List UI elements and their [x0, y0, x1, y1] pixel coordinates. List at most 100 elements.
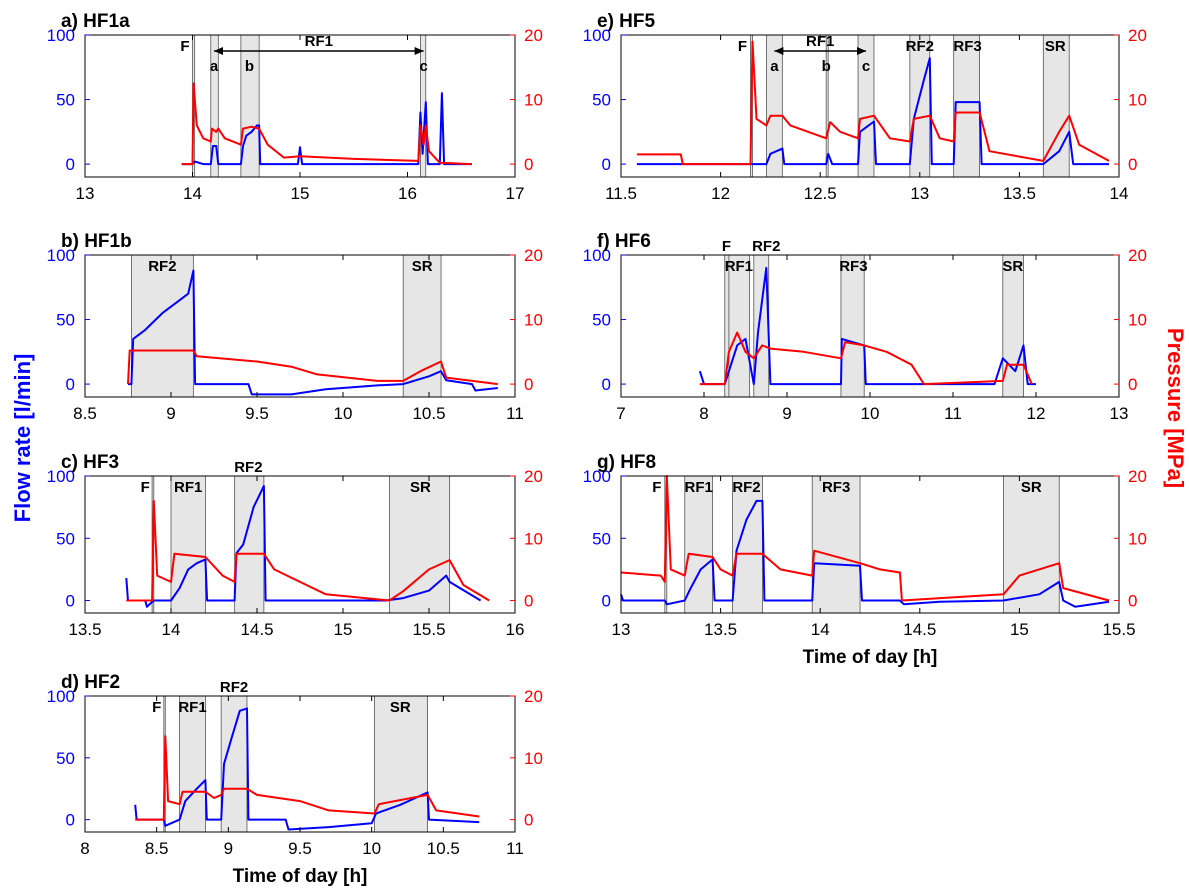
x-tick-label: 13.5	[1003, 184, 1036, 203]
interval-label: F	[738, 38, 747, 55]
y-left-tick-label: 0	[66, 375, 75, 394]
interval-label: RF2	[752, 238, 780, 255]
shaded-interval	[909, 34, 931, 178]
shaded-interval	[1003, 475, 1060, 614]
arrow-head-left	[774, 47, 784, 55]
x-tick-label: 13	[612, 620, 631, 639]
interval-label: SR	[1045, 38, 1066, 55]
x-tick-label: 7	[616, 404, 625, 423]
y-right-tick-label: 20	[524, 687, 543, 706]
shaded-interval	[131, 254, 194, 398]
span-arrow-label: RF1	[305, 33, 333, 50]
y-left-tick-label: 0	[66, 155, 75, 174]
axes-frame	[84, 254, 516, 398]
axes-frame	[620, 34, 1120, 178]
y-right-tick-label: 10	[524, 91, 543, 110]
x-tick-label: 13	[76, 184, 95, 203]
x-tick-label: 12	[711, 184, 730, 203]
pressure-line	[620, 475, 1110, 602]
x-axis-label: Time of day [h]	[233, 866, 368, 887]
interval-label: SR	[1002, 258, 1023, 275]
shaded-interval	[374, 695, 428, 833]
pressure-axis-title: Pressure [MPa]	[1163, 328, 1188, 488]
shaded-interval	[240, 34, 260, 178]
x-tick-label: 13.5	[68, 620, 101, 639]
shaded-interval	[179, 695, 206, 833]
panel-a: Fa b c RF1 13 14 15 16 17 0 50 100 0 10 20 a) HF1a	[47, 11, 543, 203]
panel-title: d) HF2	[61, 672, 120, 693]
interval-label: RF3	[822, 479, 850, 496]
x-tick-label: 14	[162, 620, 181, 639]
interval-label: RF2	[148, 258, 176, 275]
y-right-tick-label: 20	[524, 467, 543, 486]
interval-label: F	[141, 479, 150, 496]
x-tick-label: 12.5	[804, 184, 837, 203]
x-tick-label: 15	[334, 620, 353, 639]
y-left-tick-label: 0	[602, 592, 611, 611]
y-left-tick-label: 50	[56, 311, 75, 330]
x-tick-label: 11	[506, 404, 524, 423]
panel-title: f) HF6	[597, 231, 651, 252]
y-right-tick-label: 10	[524, 529, 543, 548]
x-tick-label: 14	[183, 184, 202, 203]
x-tick-label: 11.5	[605, 184, 637, 203]
y-right-tick-label: 0	[524, 375, 533, 394]
x-tick-label: 8	[699, 404, 708, 423]
y-left-tick-label: 100	[583, 26, 611, 45]
x-tick-label: 15	[1010, 620, 1029, 639]
x-tick-label: 11	[944, 404, 962, 423]
interval-label: F	[652, 479, 661, 496]
y-left-tick-label: 100	[583, 467, 611, 486]
axes-frame	[620, 475, 1120, 614]
interval-label: a	[770, 58, 779, 75]
y-right-tick-label: 10	[524, 311, 543, 330]
interval-label: RF3	[953, 38, 981, 55]
x-tick-label: 11	[506, 839, 524, 858]
pressure-line	[636, 40, 1110, 166]
span-arrow-label: RF1	[806, 33, 834, 50]
y-right-tick-label: 0	[1128, 592, 1137, 611]
interval-label: RF1	[685, 479, 713, 496]
x-tick-label: 9.5	[245, 404, 269, 423]
x-tick-label: 16	[506, 620, 525, 639]
flow-rate-line	[125, 485, 482, 608]
pressure-line	[135, 735, 480, 821]
y-left-tick-label: 50	[56, 91, 75, 110]
y-right-tick-label: 0	[1128, 155, 1137, 174]
y-right-tick-label: 10	[1128, 529, 1147, 548]
shaded-interval	[170, 475, 206, 614]
y-right-tick-label: 10	[1128, 311, 1147, 330]
interval-label: RF2	[220, 679, 248, 696]
interval-label: F	[722, 238, 731, 255]
y-right-tick-label: 10	[1128, 91, 1147, 110]
y-right-tick-label: 20	[524, 26, 543, 45]
panel-g: F RF1 RF2 RF3 SR 13 13.5 14 14.5 15 15.5 0 50 100 0 10 2…	[583, 452, 1147, 668]
flow-rate-line	[698, 266, 1036, 386]
interval-label: RF2	[732, 479, 760, 496]
x-tick-label: 13	[910, 184, 929, 203]
y-left-tick-label: 50	[592, 311, 611, 330]
y-right-tick-label: 20	[1128, 246, 1147, 265]
interval-label: RF3	[839, 258, 867, 275]
shaded-interval	[953, 34, 980, 178]
y-left-tick-label: 50	[592, 529, 611, 548]
x-axis-label: Time of day [h]	[803, 647, 938, 668]
x-tick-label: 9.5	[288, 839, 312, 858]
interval-label: SR	[390, 699, 411, 716]
flow-rate-line	[181, 92, 472, 166]
interval-label: c	[419, 58, 427, 75]
interval-label: b	[822, 58, 831, 75]
x-tick-label: 14.5	[903, 620, 936, 639]
x-tick-label: 9	[224, 839, 233, 858]
x-tick-label: 13.5	[704, 620, 737, 639]
y-right-tick-label: 10	[524, 749, 543, 768]
interval-label: F	[152, 699, 161, 716]
panel-c: F RF1 RF2 SR 13.5 14 14.5 15 15.5 16 0 50 100 0 10 20 c)…	[47, 452, 543, 639]
y-right-tick-label: 20	[1128, 467, 1147, 486]
panel-title: g) HF8	[597, 452, 656, 473]
interval-label: SR	[1021, 479, 1042, 496]
interval-label: b	[245, 58, 254, 75]
y-left-tick-label: 100	[47, 467, 75, 486]
